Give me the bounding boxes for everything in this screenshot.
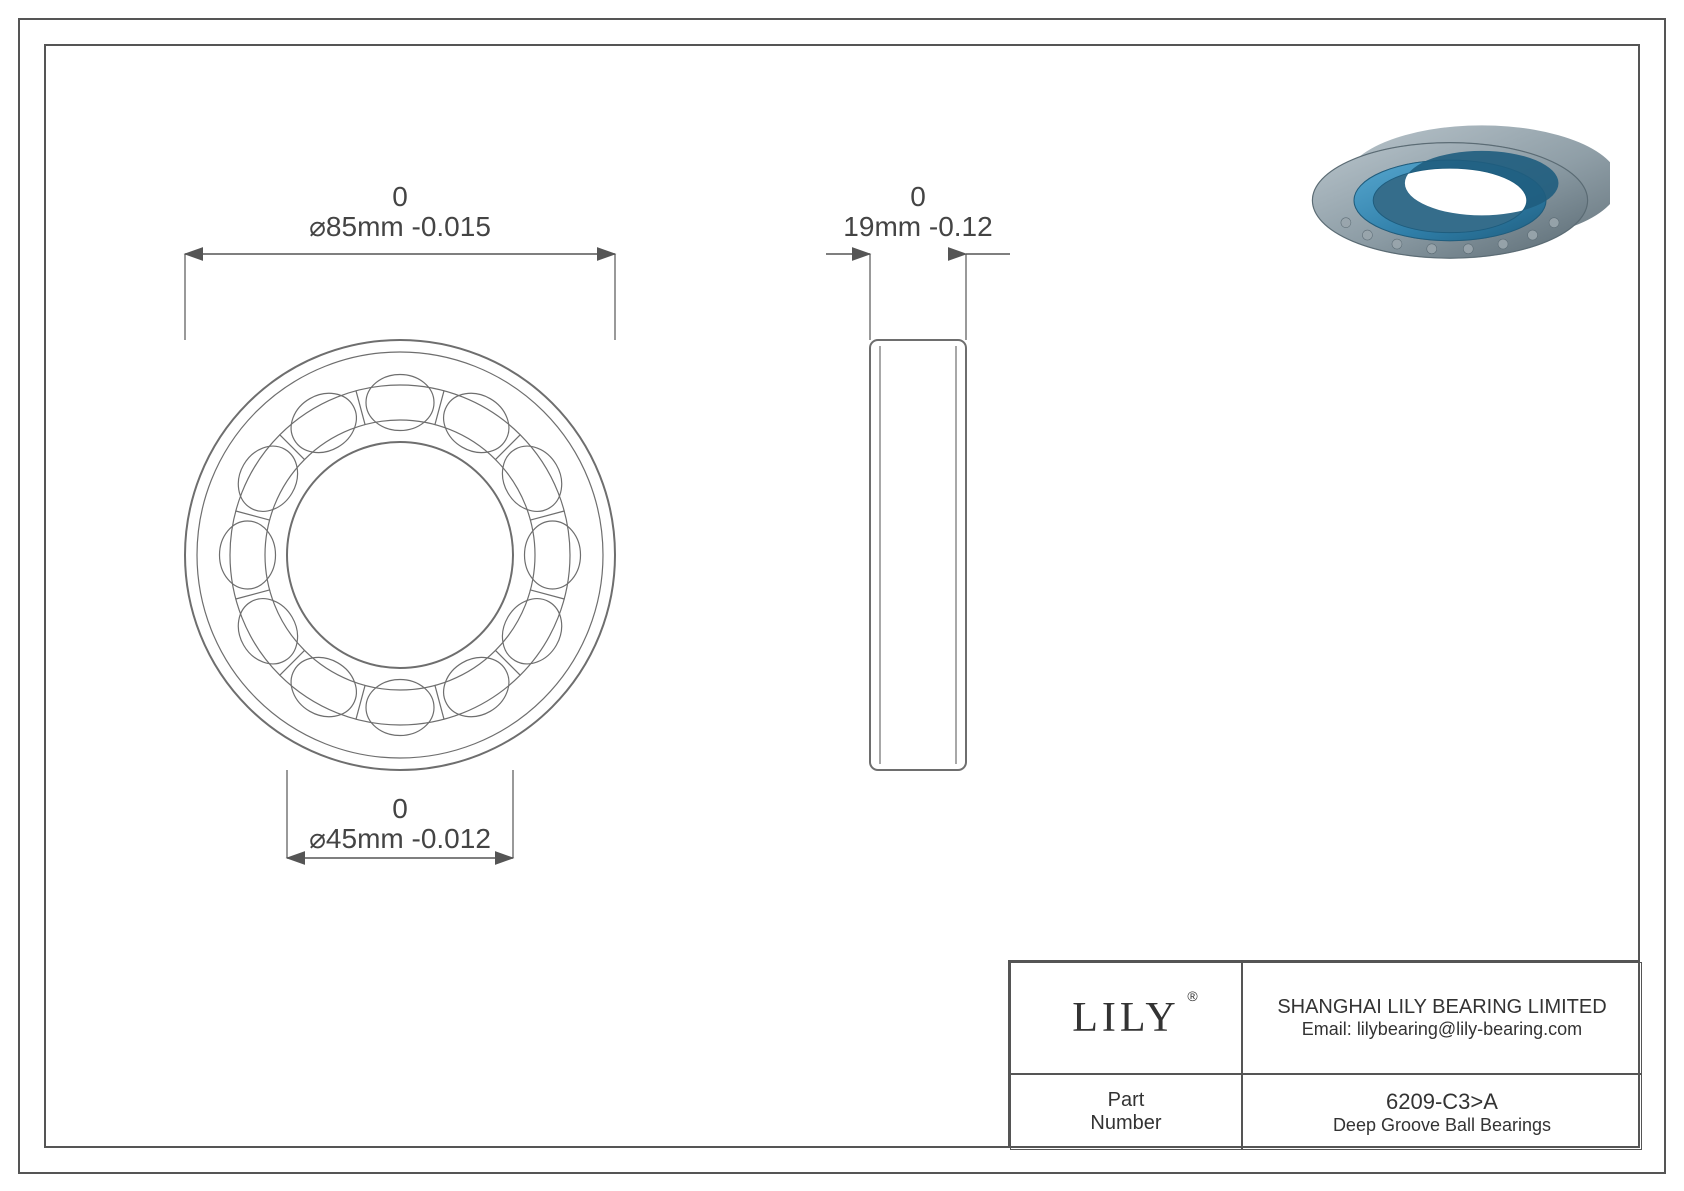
dimension-tolerance-upper: 0 — [250, 794, 550, 824]
bearing-front-view — [185, 340, 615, 770]
company-name: SHANGHAI LILY BEARING LIMITED — [1277, 996, 1606, 1019]
product-type: Deep Groove Ball Bearings — [1333, 1115, 1551, 1136]
company-info-cell: SHANGHAI LILY BEARING LIMITED Email: lil… — [1242, 962, 1642, 1074]
dimension-tolerance-upper: 0 — [768, 182, 1068, 212]
company-email: lilybearing@lily-bearing.com — [1357, 1019, 1582, 1039]
dimension-lines — [185, 254, 1010, 858]
dimension-value: 19mm -0.12 — [768, 212, 1068, 242]
bearing-3d-render — [1290, 90, 1610, 330]
bearing-side-view — [870, 340, 966, 770]
title-block: LILY ® SHANGHAI LILY BEARING LIMITED Ema… — [1008, 960, 1640, 1148]
dimension-width: 0 19mm -0.12 — [768, 182, 1068, 242]
part-number: 6209-C3>A — [1386, 1089, 1498, 1115]
registered-trademark-icon: ® — [1187, 988, 1197, 1004]
email-label: Email: — [1302, 1019, 1357, 1039]
part-number-label-line2: Number — [1090, 1112, 1161, 1135]
company-email-line: Email: lilybearing@lily-bearing.com — [1302, 1019, 1582, 1040]
dimension-inner-diameter: 0 ⌀45mm -0.012 — [250, 794, 550, 854]
dimension-tolerance-upper: 0 — [250, 182, 550, 212]
dimension-value: ⌀85mm -0.015 — [250, 212, 550, 242]
part-number-label-line1: Part — [1108, 1089, 1145, 1112]
company-logo-text: LILY — [1072, 995, 1179, 1041]
dimension-value: ⌀45mm -0.012 — [250, 824, 550, 854]
part-number-value-cell: 6209-C3>A Deep Groove Ball Bearings — [1242, 1074, 1642, 1150]
dimension-outer-diameter: 0 ⌀85mm -0.015 — [250, 182, 550, 242]
logo-cell: LILY ® — [1010, 962, 1242, 1074]
part-number-label-cell: Part Number — [1010, 1074, 1242, 1150]
